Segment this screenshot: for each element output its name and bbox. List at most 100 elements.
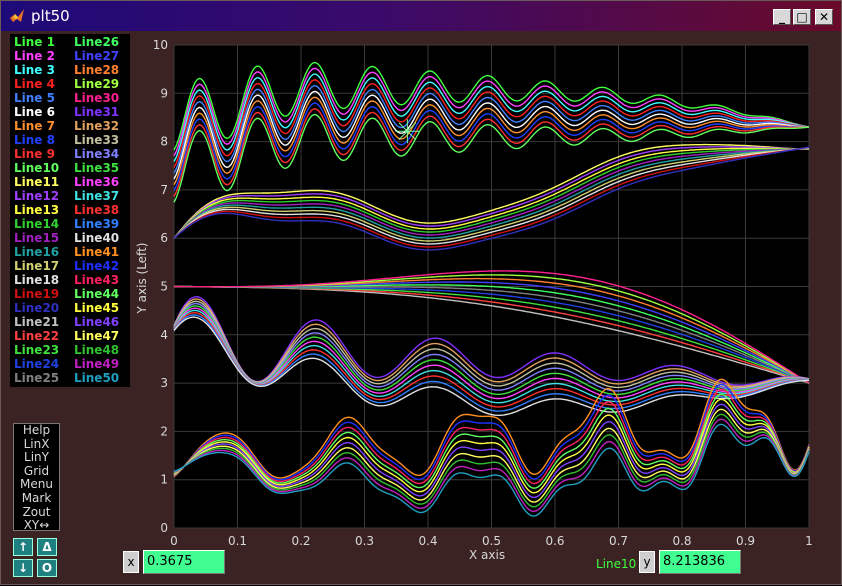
marker-button[interactable]: O — [37, 559, 57, 577]
legend-item-20[interactable]: Line20 — [14, 301, 60, 315]
delta-button[interactable]: Δ — [37, 538, 57, 556]
series-line-12 — [173, 146, 809, 239]
cursor-marker[interactable] — [395, 119, 420, 144]
legend-item-32[interactable]: Line32 — [74, 119, 120, 133]
legend-item-29[interactable]: Line29 — [74, 77, 120, 91]
y-tick-label: 6 — [160, 231, 168, 245]
legend-item-15[interactable]: Line15 — [14, 231, 60, 245]
legend-item-45[interactable]: Line45 — [74, 301, 120, 315]
legend-item-7[interactable]: Line 7 — [14, 119, 55, 133]
legend-item-44[interactable]: Line44 — [74, 287, 120, 301]
y-tick-label: 8 — [160, 135, 168, 149]
legend-item-26[interactable]: Line26 — [74, 35, 120, 49]
minimize-button[interactable]: _ — [773, 9, 791, 25]
menu-xy-swap[interactable]: XY↔ — [23, 518, 50, 533]
legend-item-40[interactable]: Line40 — [74, 231, 120, 245]
maximize-button[interactable]: □ — [793, 9, 811, 25]
legend-item-49[interactable]: Line49 — [74, 357, 120, 371]
menu-mark[interactable]: Mark — [21, 490, 52, 505]
side-menu: Help LinX LinY Grid Menu Mark Zout XY↔ — [13, 423, 60, 533]
legend-item-10[interactable]: Line10 — [14, 161, 60, 175]
legend-item-19[interactable]: Line19 — [14, 287, 60, 301]
series-line-43 — [173, 388, 810, 485]
legend-item-12[interactable]: Line12 — [14, 189, 60, 203]
matlab-logo-icon — [10, 9, 24, 22]
series-line-9 — [173, 108, 810, 197]
legend-item-14[interactable]: Line14 — [14, 217, 60, 231]
series-line-30 — [174, 270, 810, 384]
series-line-2 — [173, 67, 810, 157]
legend-item-47[interactable]: Line47 — [74, 329, 120, 343]
series-line-50 — [173, 423, 810, 517]
series-line-47 — [173, 408, 810, 503]
legend-item-27[interactable]: Line27 — [74, 49, 120, 63]
legend-item-46[interactable]: Line46 — [74, 315, 120, 329]
x-readout-field[interactable]: 0.3675 — [143, 550, 225, 574]
legend-item-11[interactable]: Line11 — [14, 175, 60, 189]
legend-item-22[interactable]: Line22 — [14, 329, 60, 343]
legend-item-8[interactable]: Line 8 — [14, 133, 55, 147]
cursor-up-button[interactable]: ↑ — [13, 538, 33, 556]
series-line-49 — [173, 418, 810, 513]
legend-item-28[interactable]: Line28 — [74, 63, 120, 77]
legend-item-17[interactable]: Line17 — [14, 259, 60, 273]
menu-grid[interactable]: Grid — [23, 463, 50, 478]
legend-item-5[interactable]: Line 5 — [14, 91, 55, 105]
x-tick-label: 0.7 — [609, 534, 628, 548]
legend-item-25[interactable]: Line25 — [14, 371, 60, 385]
legend-item-37[interactable]: Line37 — [74, 189, 120, 203]
legend-item-48[interactable]: Line48 — [74, 343, 120, 357]
y-readout-field[interactable]: 8.213836 — [659, 550, 741, 574]
legend-item-41[interactable]: Line41 — [74, 245, 120, 259]
legend-item-21[interactable]: Line21 — [14, 315, 60, 329]
legend-item-36[interactable]: Line36 — [74, 175, 120, 189]
y-tick-label: 7 — [160, 183, 168, 197]
legend-item-6[interactable]: Line 6 — [14, 105, 55, 119]
legend-item-2[interactable]: Line 2 — [14, 49, 55, 63]
x-tick-label: 0.4 — [418, 534, 437, 548]
legend-item-43[interactable]: Line43 — [74, 273, 120, 287]
series-line-34 — [173, 302, 810, 392]
legend-item-13[interactable]: Line13 — [14, 203, 60, 217]
legend-item-30[interactable]: Line30 — [74, 91, 120, 105]
series-line-32 — [173, 298, 810, 388]
legend-item-34[interactable]: Line34 — [74, 147, 120, 161]
legend-item-31[interactable]: Line31 — [74, 105, 120, 119]
series-line-1 — [173, 62, 810, 151]
cursor-down-button[interactable]: ↓ — [13, 559, 33, 577]
legend-item-35[interactable]: Line35 — [74, 161, 120, 175]
legend-item-50[interactable]: Line50 — [74, 371, 120, 385]
x-tick-label: 0.8 — [672, 534, 691, 548]
menu-linx[interactable]: LinX — [23, 436, 50, 451]
menu-help[interactable]: Help — [22, 423, 51, 437]
legend-item-33[interactable]: Line33 — [74, 133, 120, 147]
series-line-46 — [173, 403, 810, 499]
legend-item-39[interactable]: Line39 — [74, 217, 120, 231]
legend-item-3[interactable]: Line 3 — [14, 63, 55, 77]
series-line-13 — [173, 147, 809, 239]
series-line-37 — [173, 309, 810, 404]
y-tick-label: 10 — [153, 38, 168, 52]
legend-item-24[interactable]: Line24 — [14, 357, 60, 371]
legend-item-18[interactable]: Line18 — [14, 273, 60, 287]
y-tick-label: 3 — [160, 376, 168, 390]
legend-item-23[interactable]: Line23 — [14, 343, 60, 357]
title-bar[interactable]: plt50 _ □ ✕ — [1, 1, 841, 31]
menu-liny[interactable]: LinY — [24, 450, 49, 465]
legend-item-4[interactable]: Line 4 — [14, 77, 55, 91]
legend-item-9[interactable]: Line 9 — [14, 147, 55, 161]
x-tick-label: 0.9 — [736, 534, 755, 548]
legend-item-38[interactable]: Line38 — [74, 203, 120, 217]
legend-item-42[interactable]: Line42 — [74, 259, 120, 273]
y-tick-label: 0 — [160, 521, 168, 535]
series-line-19 — [173, 146, 810, 248]
selected-line-label[interactable]: Line10 — [596, 557, 637, 571]
legend-item-16[interactable]: Line16 — [14, 245, 60, 259]
series-line-35 — [173, 305, 810, 396]
menu-menu[interactable]: Menu — [20, 477, 53, 492]
window-title: plt50 — [31, 7, 70, 25]
series-line-41 — [173, 378, 810, 479]
close-button[interactable]: ✕ — [815, 9, 833, 25]
menu-zout[interactable]: Zout — [22, 504, 51, 519]
legend-item-1[interactable]: Line 1 — [14, 35, 55, 49]
